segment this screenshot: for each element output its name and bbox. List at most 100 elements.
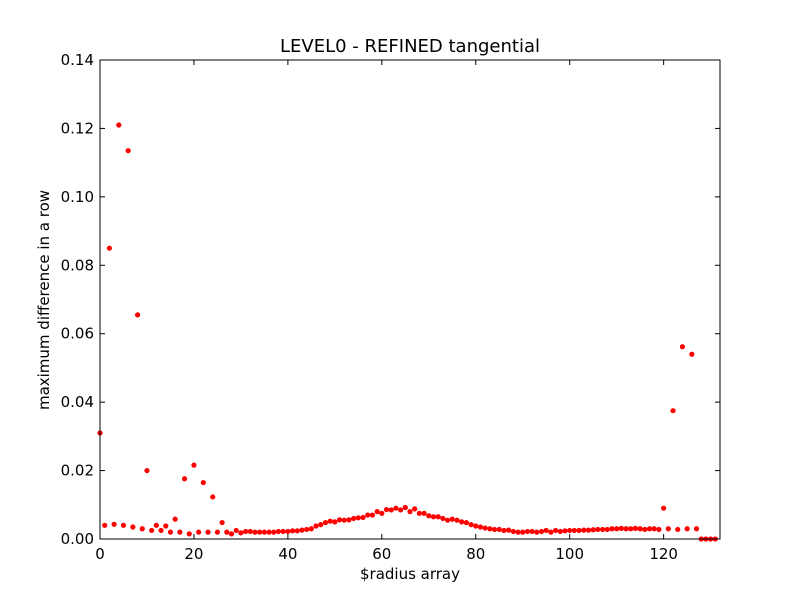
x-axis-label: $radius array — [360, 565, 460, 583]
x-tick-label: 120 — [649, 545, 678, 563]
data-point — [139, 526, 145, 532]
data-point — [252, 529, 258, 535]
data-point — [219, 519, 225, 526]
x-tick-label: 0 — [95, 545, 105, 563]
data-point — [576, 527, 582, 534]
data-point — [421, 510, 427, 516]
y-tick-label: 0.06 — [61, 325, 94, 343]
data-point — [275, 528, 282, 535]
x-tick-label: 20 — [184, 545, 203, 563]
y-tick-label: 0.08 — [61, 256, 94, 274]
data-point — [153, 522, 159, 528]
data-point — [304, 526, 310, 533]
data-point — [125, 148, 131, 154]
data-point — [181, 476, 188, 482]
data-point — [449, 516, 455, 522]
data-point — [632, 525, 639, 531]
data-point — [327, 518, 333, 524]
data-point — [163, 523, 169, 529]
data-point — [675, 526, 681, 533]
data-point — [604, 526, 610, 533]
data-point — [266, 529, 272, 535]
data-point — [444, 517, 451, 523]
data-point — [355, 515, 361, 521]
data-point — [623, 526, 629, 532]
data-point — [120, 522, 127, 528]
data-point — [459, 519, 465, 525]
data-point — [336, 517, 343, 523]
data-point — [482, 525, 488, 531]
data-point — [243, 528, 249, 535]
data-point — [571, 527, 577, 534]
data-point — [294, 528, 300, 534]
data-point — [487, 526, 493, 532]
data-point — [318, 522, 324, 528]
data-point — [684, 526, 690, 532]
data-point — [186, 531, 192, 537]
data-point — [388, 507, 394, 513]
data-point — [693, 526, 700, 532]
data-point — [477, 524, 484, 530]
data-point — [205, 529, 211, 535]
y-tick-label: 0.14 — [61, 51, 94, 69]
data-point — [200, 479, 206, 486]
data-point — [557, 528, 563, 535]
data-point — [351, 515, 357, 522]
data-point — [308, 526, 314, 532]
data-point — [228, 531, 235, 537]
data-point — [149, 527, 155, 534]
data-point — [346, 517, 352, 523]
data-point — [261, 529, 267, 535]
data-point — [407, 509, 413, 515]
y-axis-label: maximum difference in a row — [35, 190, 53, 410]
y-tick-label: 0.00 — [61, 530, 94, 548]
data-point — [595, 526, 601, 533]
data-point — [158, 527, 164, 534]
data-point — [172, 516, 178, 522]
data-point — [313, 523, 319, 529]
data-point — [393, 505, 399, 511]
data-point — [430, 514, 437, 520]
chart-title: LEVEL0 - REFINED tangential — [280, 36, 540, 57]
data-point — [661, 505, 667, 511]
data-point — [543, 527, 549, 534]
data-point — [289, 528, 296, 534]
y-axis-ticks: 0.00 0.02 0.04 0.06 0.08 0.10 0.12 0.14 — [61, 51, 720, 548]
data-point — [468, 522, 474, 528]
data-points — [97, 122, 718, 542]
data-point — [496, 526, 502, 533]
data-point — [111, 521, 117, 527]
data-point — [534, 529, 540, 535]
x-tick-label: 40 — [278, 545, 297, 563]
data-point — [609, 526, 615, 532]
data-point — [365, 512, 371, 518]
data-point — [614, 526, 620, 532]
data-point — [590, 527, 596, 533]
data-point — [416, 510, 422, 516]
data-point — [562, 528, 568, 534]
data-point — [679, 344, 686, 350]
data-point — [210, 494, 216, 500]
data-point — [463, 519, 469, 526]
data-point — [360, 514, 366, 521]
data-point — [257, 529, 263, 535]
data-point — [665, 526, 671, 532]
x-axis-ticks: 0 20 40 60 80 100 120 — [95, 60, 678, 563]
y-tick-label: 0.12 — [61, 119, 94, 137]
data-point — [134, 312, 141, 318]
data-point — [280, 528, 286, 535]
data-point — [130, 524, 136, 530]
data-point — [379, 510, 385, 516]
data-point — [501, 527, 507, 534]
data-point — [656, 526, 662, 533]
data-point — [177, 529, 183, 535]
data-point — [618, 525, 624, 531]
data-point — [628, 526, 634, 532]
data-point — [369, 512, 376, 518]
data-point — [247, 528, 253, 535]
data-point — [435, 514, 441, 520]
data-point — [398, 507, 404, 513]
data-point — [529, 528, 535, 535]
data-point — [271, 529, 277, 535]
